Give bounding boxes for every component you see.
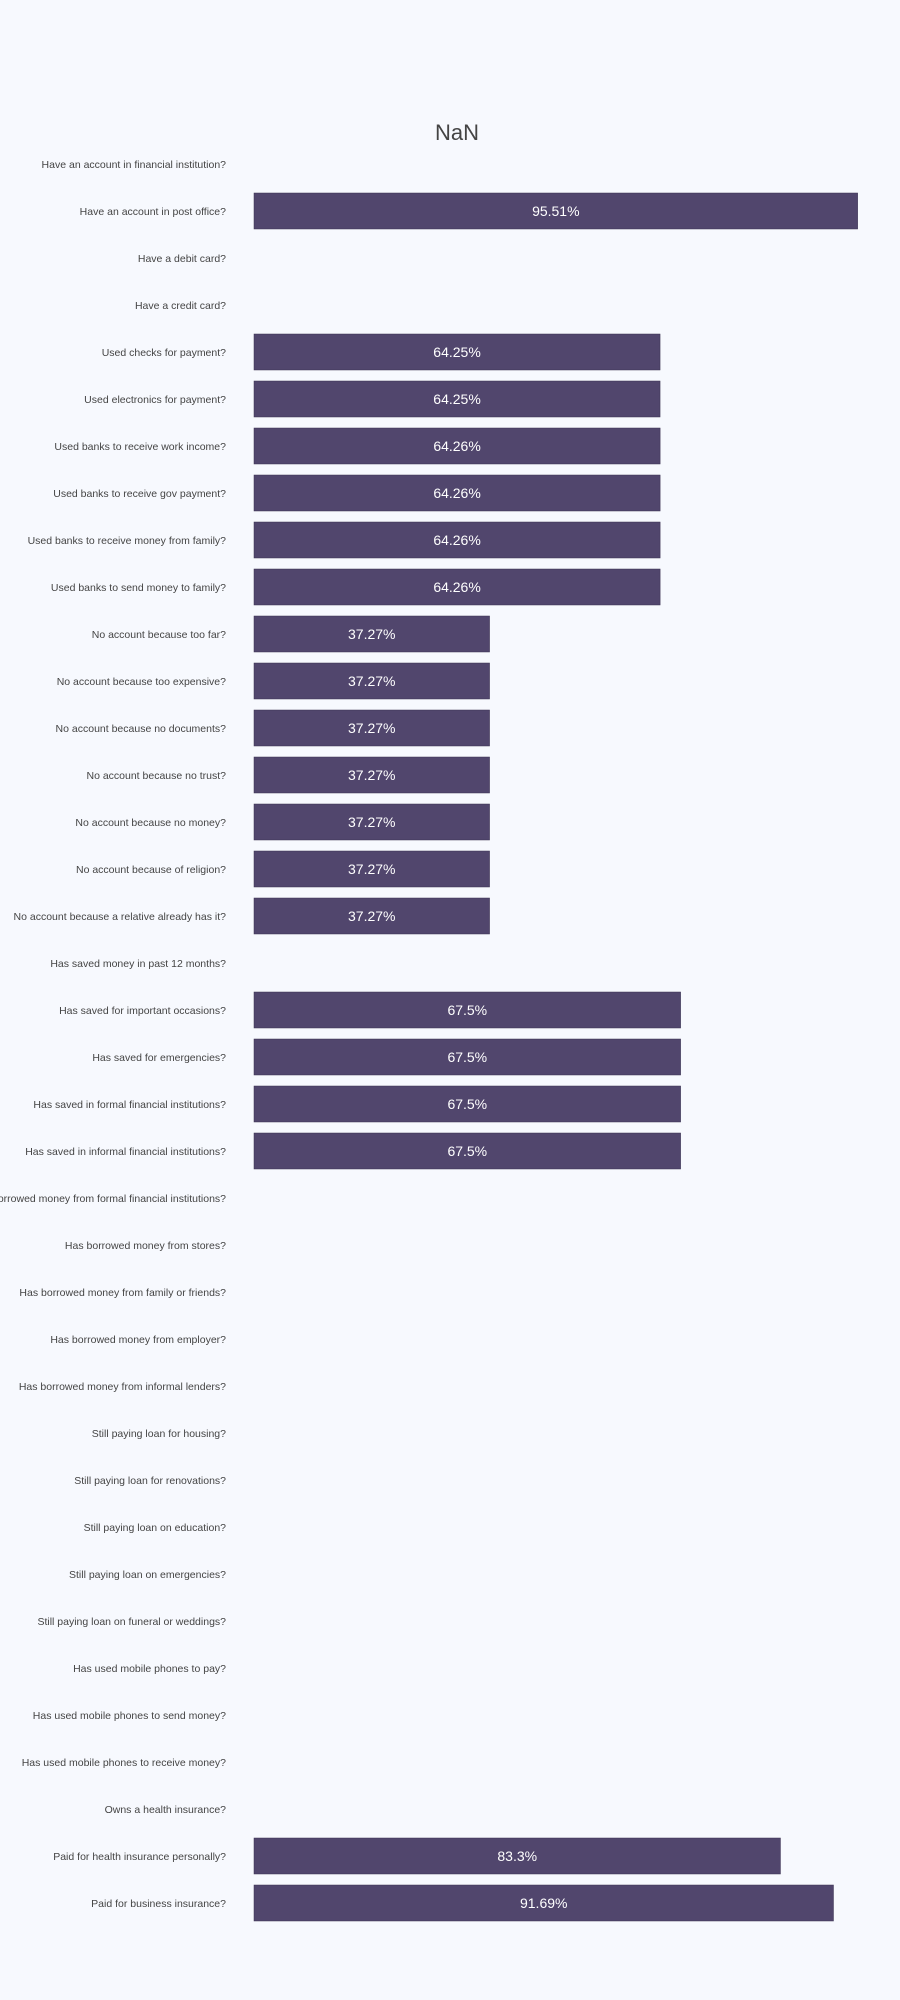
bar-value-label: 37.27%	[348, 767, 395, 783]
category-label: Has saved in formal financial institutio…	[33, 1099, 226, 1111]
chart-title: NaN	[434, 120, 479, 145]
category-label: Has borrowed money from stores?	[65, 1240, 226, 1252]
bar[interactable]	[253, 709, 490, 747]
category-label: Have an account in financial institution…	[42, 159, 227, 171]
category-label: Has borrowed money from employer?	[50, 1334, 226, 1346]
category-label: Still paying loan for renovations?	[74, 1475, 226, 1487]
category-label: Paid for health insurance personally?	[53, 1851, 226, 1863]
bar-value-label: 37.27%	[348, 673, 395, 689]
bar-value-label: 95.51%	[532, 203, 579, 219]
category-label: Still paying loan on funeral or weddings…	[37, 1616, 226, 1628]
category-label: Has used mobile phones to receive money?	[22, 1757, 226, 1769]
bar[interactable]	[253, 850, 490, 888]
bar-value-label: 67.5%	[447, 1002, 487, 1018]
category-label: Has saved for emergencies?	[92, 1052, 226, 1064]
category-label: Has used mobile phones to pay?	[73, 1663, 226, 1675]
category-label: Has borrowed money from formal financial…	[0, 1193, 226, 1205]
category-label: No account because too expensive?	[57, 676, 226, 688]
bar[interactable]	[253, 803, 490, 841]
bar[interactable]	[253, 1085, 681, 1123]
bar-value-label: 91.69%	[520, 1895, 567, 1911]
category-label: No account because too far?	[92, 629, 226, 641]
bar-value-label: 64.25%	[433, 344, 480, 360]
category-label: Still paying loan on education?	[84, 1522, 227, 1534]
category-label: Have a credit card?	[135, 300, 226, 312]
bar[interactable]	[253, 1837, 781, 1875]
bar[interactable]	[253, 192, 858, 230]
category-label: No account because no documents?	[56, 723, 227, 735]
bar[interactable]	[253, 1038, 681, 1076]
bar[interactable]	[253, 991, 681, 1029]
bar-value-label: 37.27%	[348, 814, 395, 830]
category-label: Used checks for payment?	[102, 347, 226, 359]
category-label: Has saved for important occasions?	[59, 1005, 226, 1017]
category-label: No account because of religion?	[76, 864, 226, 876]
bar[interactable]	[253, 1132, 681, 1170]
bar-value-label: 67.5%	[447, 1049, 487, 1065]
bar[interactable]	[253, 521, 661, 559]
bar-value-label: 67.5%	[447, 1143, 487, 1159]
category-label: Have a debit card?	[138, 253, 226, 265]
category-label: Used banks to receive work income?	[54, 441, 226, 453]
bar-value-label: 64.26%	[433, 485, 480, 501]
bar[interactable]	[253, 756, 490, 794]
category-label: Has used mobile phones to send money?	[33, 1710, 226, 1722]
bar-value-label: 64.26%	[433, 579, 480, 595]
bar[interactable]	[253, 897, 490, 935]
category-label: No account because no money?	[75, 817, 226, 829]
category-label: Used banks to send money to family?	[51, 582, 226, 594]
category-label: Still paying loan for housing?	[92, 1428, 226, 1440]
bar-value-label: 83.3%	[497, 1848, 537, 1864]
bar-value-label: 37.27%	[348, 861, 395, 877]
category-label: Used electronics for payment?	[84, 394, 226, 406]
category-label: Has borrowed money from informal lenders…	[19, 1381, 226, 1393]
category-label: Has borrowed money from family or friend…	[19, 1287, 226, 1299]
bar-value-label: 37.27%	[348, 908, 395, 924]
bar-value-label: 37.27%	[348, 720, 395, 736]
bar-value-label: 64.26%	[433, 532, 480, 548]
bar[interactable]	[253, 427, 661, 465]
category-label: Has saved in informal financial institut…	[25, 1146, 226, 1158]
category-label: Owns a health insurance?	[105, 1804, 227, 1816]
bar[interactable]	[253, 568, 661, 606]
category-label: Paid for business insurance?	[91, 1898, 226, 1910]
bar[interactable]	[253, 474, 661, 512]
bar[interactable]	[253, 1884, 834, 1922]
bar[interactable]	[253, 662, 490, 700]
bar-value-label: 64.26%	[433, 438, 480, 454]
category-label: Still paying loan on emergencies?	[69, 1569, 226, 1581]
category-label: Used banks to receive money from family?	[28, 535, 227, 547]
category-label: Have an account in post office?	[80, 206, 226, 218]
category-label: No account because a relative already ha…	[14, 911, 227, 923]
bar[interactable]	[253, 333, 661, 371]
category-label: No account because no trust?	[86, 770, 226, 782]
bar[interactable]	[253, 615, 490, 653]
bar[interactable]	[253, 380, 661, 418]
bar-value-label: 37.27%	[348, 626, 395, 642]
bar-value-label: 67.5%	[447, 1096, 487, 1112]
category-label: Has saved money in past 12 months?	[50, 958, 226, 970]
category-label: Used banks to receive gov payment?	[53, 488, 226, 500]
bar-value-label: 64.25%	[433, 391, 480, 407]
